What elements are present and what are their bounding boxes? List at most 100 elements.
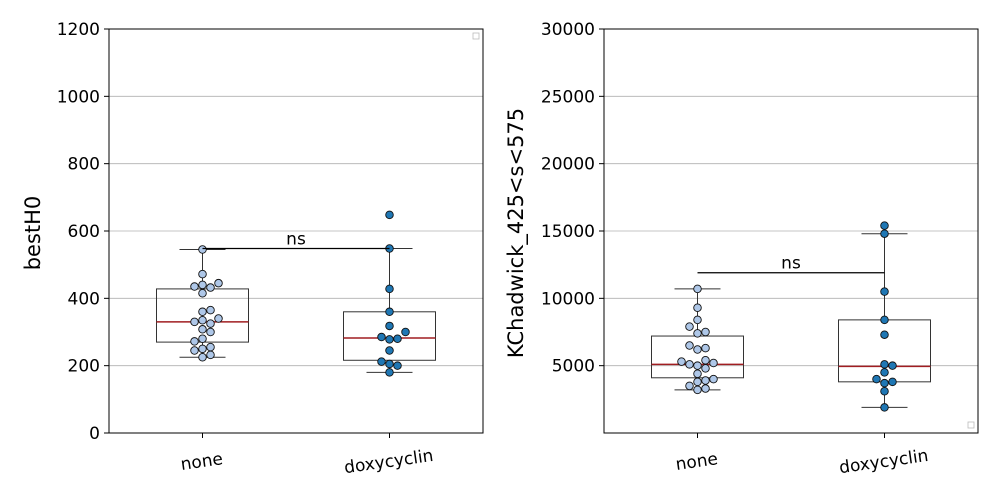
data-point — [393, 361, 402, 370]
box-doxycyclin — [343, 210, 436, 377]
y-tick-label: 1200 — [57, 20, 100, 40]
data-point — [880, 330, 889, 339]
data-point — [385, 346, 394, 355]
data-point — [198, 334, 207, 343]
y-tick-label: 15000 — [541, 222, 595, 242]
data-point — [872, 374, 881, 384]
y-tick-label: 600 — [68, 222, 100, 242]
data-point — [393, 334, 402, 343]
y-tick-label: 5000 — [552, 357, 595, 377]
data-point — [401, 327, 410, 337]
data-point — [206, 319, 215, 328]
data-point — [701, 364, 710, 373]
data-point — [385, 359, 394, 369]
data-point — [198, 315, 207, 325]
data-point — [880, 368, 889, 377]
data-point — [880, 229, 889, 238]
data-point — [693, 369, 702, 378]
data-point — [685, 360, 694, 369]
data-point — [693, 377, 702, 387]
data-point — [701, 356, 710, 365]
data-point — [685, 381, 694, 391]
data-point — [206, 283, 215, 292]
y-axis-label: KChadwick_425<s<575 — [504, 108, 529, 358]
box-none — [651, 284, 744, 395]
y-tick-label: 200 — [68, 357, 100, 377]
data-point — [685, 322, 694, 331]
data-point — [206, 305, 215, 315]
x-tick-label: doxycyclin — [838, 446, 930, 478]
x-tick-label: none — [179, 449, 224, 475]
data-point — [880, 221, 889, 230]
data-point — [701, 327, 710, 337]
empty-legend-marker — [967, 421, 975, 429]
data-point — [880, 315, 889, 325]
data-point — [198, 353, 207, 362]
data-point — [377, 357, 386, 366]
data-point — [880, 403, 889, 412]
data-point — [685, 341, 694, 350]
data-point — [701, 384, 710, 393]
data-point — [693, 303, 702, 313]
data-point — [214, 278, 223, 288]
data-point — [385, 307, 394, 317]
y-tick-label: 1000 — [57, 87, 100, 107]
y-tick-label: 10000 — [541, 289, 595, 309]
data-point — [880, 387, 889, 396]
data-point — [880, 360, 889, 369]
chart-panel-2: 5000 10000 15000 20000 25000 30000 KChadwick_4… — [504, 20, 979, 478]
data-point — [198, 280, 207, 290]
data-point — [198, 307, 207, 317]
y-tick-label: 400 — [68, 289, 100, 309]
data-point — [206, 327, 215, 337]
data-point — [385, 284, 394, 294]
data-point — [701, 376, 710, 385]
data-point — [888, 361, 897, 370]
data-point — [190, 282, 199, 291]
data-point — [693, 284, 702, 294]
data-point — [709, 374, 718, 384]
data-point — [880, 378, 889, 388]
data-point — [385, 321, 394, 331]
empty-legend-marker — [472, 32, 480, 40]
data-point — [693, 329, 702, 338]
data-point — [190, 317, 199, 327]
data-point — [385, 335, 394, 344]
data-point — [693, 315, 702, 325]
data-point — [693, 385, 702, 395]
data-point — [198, 325, 207, 334]
data-point — [190, 346, 199, 355]
significance-label: ns — [286, 230, 306, 250]
box-none — [156, 245, 249, 362]
data-point — [701, 343, 710, 353]
x-tick-label: none — [674, 449, 719, 475]
data-point — [385, 368, 394, 377]
y-tick-label: 0 — [89, 424, 100, 444]
significance-label: ns — [781, 254, 801, 274]
data-point — [677, 357, 686, 366]
data-point — [385, 210, 394, 220]
data-point — [198, 344, 207, 354]
data-point — [190, 337, 199, 346]
data-point — [709, 358, 718, 368]
data-point — [693, 361, 702, 370]
chart-panel-1: 0 200 400 600 800 1000 1200 bestH0 none doxycycli… — [21, 20, 484, 478]
data-point — [377, 332, 386, 342]
y-tick-label: 800 — [68, 155, 100, 175]
data-point — [206, 342, 215, 352]
data-point — [214, 314, 223, 323]
y-tick-label: 25000 — [541, 87, 595, 107]
y-tick-label: 20000 — [541, 155, 595, 175]
y-axis-label: bestH0 — [21, 196, 45, 271]
data-point — [198, 245, 207, 254]
data-point — [880, 287, 889, 296]
data-point — [888, 377, 897, 387]
data-point — [198, 289, 207, 298]
y-tick-label: 30000 — [541, 20, 595, 40]
data-point — [693, 345, 702, 354]
data-point — [206, 350, 215, 360]
data-point — [198, 269, 207, 279]
x-tick-label: doxycyclin — [343, 446, 435, 478]
box-doxycyclin — [838, 221, 931, 412]
